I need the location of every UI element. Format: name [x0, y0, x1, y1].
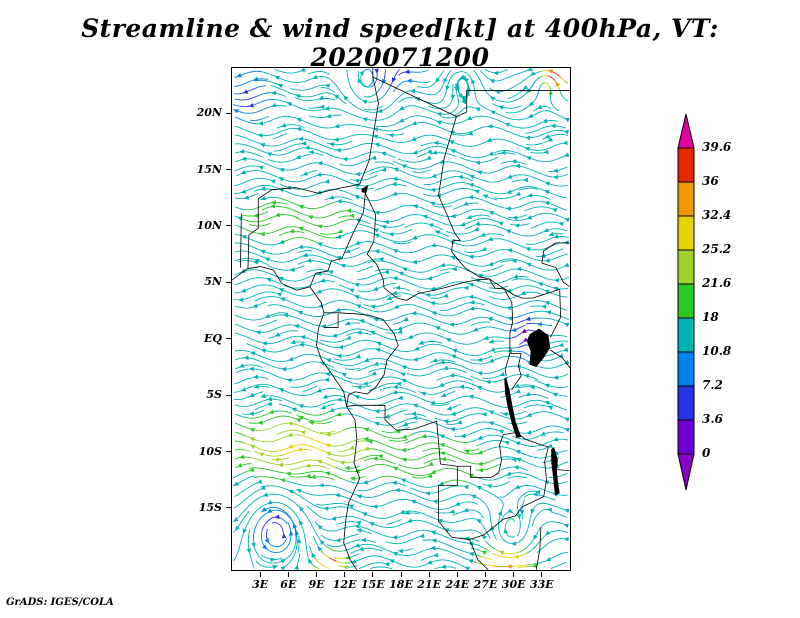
- x-tick-mark: [344, 571, 346, 577]
- colorbar-label: 10.8: [702, 344, 732, 358]
- colorbar-segment: [677, 181, 695, 217]
- y-tick-label: 5N: [204, 275, 222, 289]
- x-tick-mark: [316, 571, 317, 577]
- colorbar-segment: [677, 385, 695, 421]
- colorbar-arrow-top: [677, 113, 695, 149]
- y-tick-label: 20N: [196, 106, 222, 120]
- x-tick-label: 30E: [501, 578, 526, 591]
- grads-credit: GrADS: IGES/COLA: [6, 597, 114, 608]
- x-tick-label: 3E: [252, 578, 269, 591]
- colorbar-segment: [677, 317, 695, 353]
- x-tick-label: 9E: [308, 578, 325, 591]
- colorbar-label: 3.6: [702, 412, 723, 426]
- x-tick-label: 33E: [529, 578, 554, 591]
- colorbar-label: 21.6: [702, 276, 732, 290]
- colorbar-label: 25.2: [702, 242, 732, 256]
- colorbar-label: 18: [702, 310, 719, 324]
- y-tick-label: 15S: [198, 500, 222, 514]
- y-tick-mark: [225, 225, 231, 227]
- x-tick-label: 24E: [445, 578, 470, 591]
- colorbar-segment: [677, 419, 695, 455]
- y-tick-label: 5S: [206, 388, 222, 402]
- colorbar-label: 0: [702, 446, 711, 460]
- y-tick-mark: [225, 112, 231, 114]
- y-tick-mark: [225, 281, 231, 283]
- x-tick-mark: [541, 571, 543, 577]
- chart-title: Streamline & wind speed[kt] at 400hPa, V…: [81, 14, 719, 72]
- x-tick-mark: [372, 571, 374, 577]
- x-tick-mark: [456, 571, 458, 577]
- colorbar-label: 7.2: [702, 378, 723, 392]
- x-tick-mark: [428, 571, 430, 577]
- x-tick-mark: [287, 571, 289, 577]
- x-tick-mark: [485, 571, 486, 577]
- y-tick-label: EQ: [204, 331, 222, 345]
- streamline-map-canvas: [231, 67, 571, 571]
- x-tick-mark: [400, 571, 402, 577]
- y-tick-label: 10S: [198, 444, 222, 458]
- y-tick-mark: [225, 507, 231, 509]
- x-tick-label: 6E: [280, 578, 297, 591]
- x-tick-mark: [513, 571, 515, 577]
- colorbar-label: 36: [702, 174, 719, 188]
- x-tick-label: 12E: [332, 578, 357, 591]
- x-tick-mark: [259, 571, 261, 577]
- y-tick-mark: [225, 169, 231, 171]
- colorbar-label: 39.6: [702, 140, 732, 154]
- colorbar: [677, 113, 695, 491]
- colorbar-segment: [677, 283, 695, 319]
- y-tick-mark: [225, 451, 231, 453]
- y-tick-mark: [225, 338, 231, 340]
- colorbar-label: 32.4: [702, 208, 732, 222]
- x-tick-label: 15E: [360, 578, 385, 591]
- y-tick-label: 10N: [196, 218, 222, 232]
- colorbar-segment: [677, 249, 695, 285]
- colorbar-segment: [677, 351, 695, 387]
- y-tick-mark: [225, 394, 231, 396]
- x-tick-label: 18E: [389, 578, 413, 591]
- x-tick-label: 21E: [417, 578, 441, 591]
- colorbar-arrow-bottom: [677, 453, 695, 491]
- y-tick-label: 15N: [196, 162, 222, 176]
- x-tick-label: 27E: [473, 578, 498, 591]
- colorbar-segment: [677, 215, 695, 251]
- colorbar-segment: [677, 147, 695, 183]
